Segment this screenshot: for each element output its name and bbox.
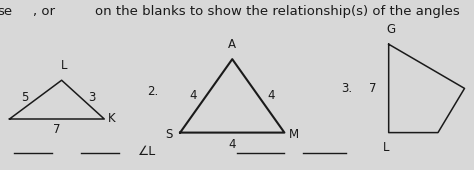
Text: on the blanks to show the relationship(s) of the angles: on the blanks to show the relationship(s… (95, 5, 460, 18)
Text: 3: 3 (88, 91, 95, 104)
Text: 2.: 2. (147, 85, 158, 98)
Text: se: se (0, 5, 13, 18)
Text: 4: 4 (228, 138, 236, 151)
Text: , or: , or (33, 5, 55, 18)
Text: 4: 4 (268, 89, 275, 102)
Text: 7: 7 (369, 82, 377, 95)
Text: M: M (289, 128, 299, 141)
Text: L: L (61, 59, 67, 72)
Text: 7: 7 (53, 123, 61, 136)
Text: A: A (228, 38, 236, 51)
Text: 3.: 3. (341, 82, 352, 95)
Text: S: S (165, 128, 173, 141)
Text: L: L (383, 141, 390, 154)
Text: ∠L: ∠L (137, 145, 156, 158)
Text: M: M (0, 113, 1, 125)
Text: K: K (108, 113, 116, 125)
Text: G: G (386, 23, 396, 36)
Text: 5: 5 (21, 91, 28, 104)
Text: 4: 4 (189, 89, 197, 102)
